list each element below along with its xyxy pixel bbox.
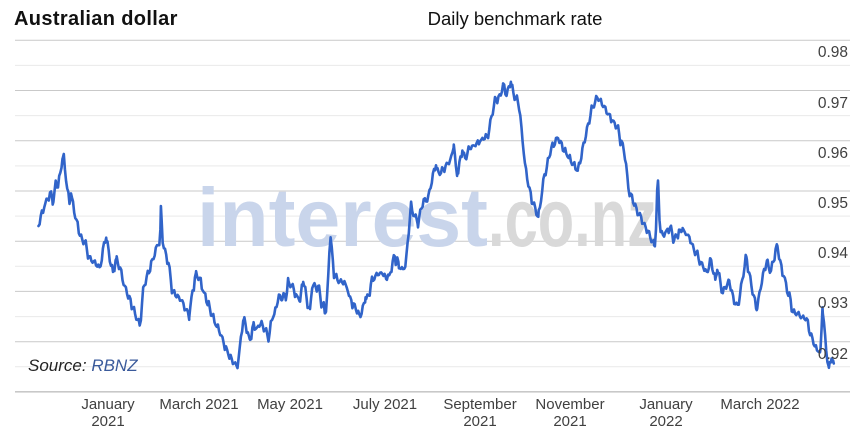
svg-text:interest: interest bbox=[197, 171, 488, 264]
svg-text:.co.nz: .co.nz bbox=[488, 171, 657, 264]
